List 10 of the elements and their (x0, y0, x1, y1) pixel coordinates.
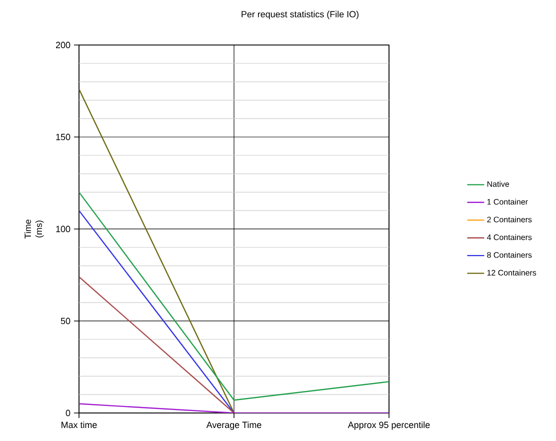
y-tick-label: 50 (60, 318, 70, 324)
x-tick-label: Approx 95 percentile (348, 421, 430, 430)
y-tick-label: 100 (56, 226, 70, 232)
y-axis-title: Time (ms) (24, 220, 44, 239)
x-tick-label: Max time (62, 421, 97, 428)
y-tick-label: 150 (56, 134, 70, 140)
y-tick-label: 0 (66, 410, 70, 416)
x-tick-label: Average Time (206, 421, 262, 430)
chart-title: Per request statistics (File IO) (242, 10, 358, 20)
y-tick-label: 200 (56, 42, 70, 48)
